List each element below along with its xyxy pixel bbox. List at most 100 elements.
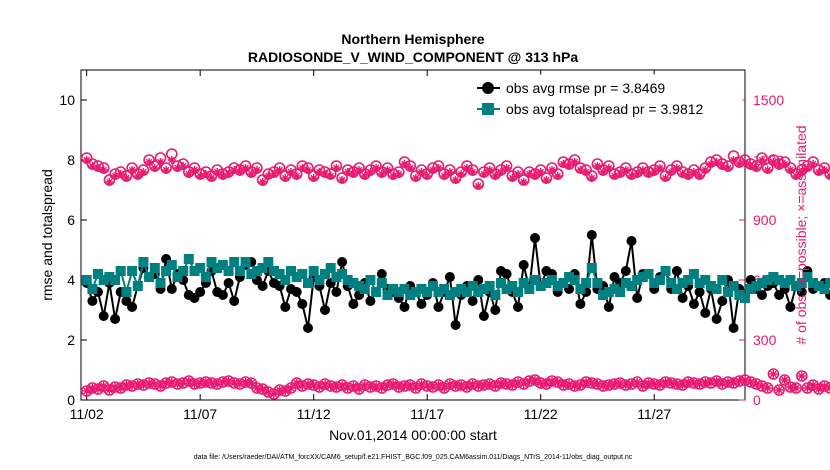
data-point (229, 257, 240, 267)
data-point (525, 377, 534, 385)
data-point (304, 380, 313, 388)
data-point (467, 281, 478, 291)
data-point (576, 166, 585, 174)
data-point (478, 311, 489, 321)
data-point (405, 290, 416, 300)
data-point (258, 385, 267, 393)
data-point (576, 381, 585, 389)
data-point (700, 275, 711, 285)
data-point (183, 254, 194, 264)
data-point (496, 278, 506, 288)
data-point (275, 166, 284, 174)
data-point (813, 281, 824, 291)
data-point (809, 160, 818, 168)
data-point (803, 164, 812, 172)
data-point (315, 383, 324, 391)
data-point (671, 266, 682, 276)
data-point (786, 383, 795, 391)
data-point (382, 290, 393, 300)
data-point (795, 370, 808, 382)
data-point (450, 320, 461, 330)
data-point (637, 272, 648, 282)
data-point (173, 380, 182, 388)
data-point (332, 164, 341, 172)
data-point (620, 278, 631, 288)
data-point (758, 382, 767, 390)
data-point (650, 168, 659, 176)
data-point (758, 156, 767, 164)
data-point (348, 278, 359, 288)
data-point (581, 278, 592, 288)
data-point (718, 380, 727, 388)
x-tick-label: 11/17 (410, 406, 444, 422)
data-point (671, 284, 682, 294)
data-point (593, 380, 602, 388)
data-point (166, 260, 177, 270)
data-point (201, 378, 210, 386)
data-point (575, 284, 586, 294)
data-point (179, 379, 188, 387)
data-point (400, 382, 409, 390)
data-point (337, 269, 348, 279)
data-point (519, 178, 528, 186)
data-point (94, 164, 103, 172)
data-point (128, 382, 137, 390)
series-totalspread (81, 254, 830, 303)
data-point (263, 257, 274, 267)
chart-title: Northern Hemisphere (341, 31, 484, 47)
data-point (111, 383, 120, 391)
data-point (762, 275, 773, 285)
data-point (767, 368, 780, 380)
data-point (757, 290, 767, 300)
data-point (264, 388, 273, 396)
data-point (372, 382, 381, 390)
data-point (524, 284, 535, 294)
data-point (638, 166, 647, 174)
data-point (536, 168, 545, 176)
data-point (531, 172, 540, 180)
data-point (485, 380, 494, 388)
data-point (82, 387, 91, 395)
data-point (433, 287, 444, 297)
data-point (683, 275, 694, 285)
data-point (423, 382, 432, 390)
data-point (349, 170, 358, 178)
data-point (127, 302, 138, 312)
plot-area (80, 69, 746, 401)
data-point (320, 269, 330, 279)
data-point (496, 168, 505, 176)
data-point (87, 296, 98, 306)
data-point (729, 156, 738, 164)
data-point (728, 281, 739, 291)
data-point (513, 287, 523, 297)
data-point (400, 160, 409, 168)
data-point (349, 382, 358, 390)
y-right-tick-label: 300 (753, 332, 777, 348)
data-point (372, 164, 381, 172)
data-point (217, 290, 228, 300)
data-point (457, 170, 466, 178)
data-point (712, 158, 721, 166)
data-point (115, 266, 126, 276)
data-point (417, 380, 426, 388)
data-point (775, 162, 784, 170)
data-point (303, 278, 313, 288)
data-point (321, 170, 330, 178)
data-point (252, 166, 261, 174)
data-point (240, 257, 251, 267)
data-point (308, 266, 319, 276)
data-point (422, 287, 433, 297)
data-point (701, 378, 710, 386)
data-point (343, 384, 352, 392)
data-point (701, 166, 710, 174)
data-point (717, 296, 728, 306)
data-point (376, 269, 387, 279)
data-point (444, 272, 455, 282)
data-point (331, 287, 342, 297)
data-point (666, 278, 677, 288)
data-point (603, 302, 614, 312)
data-point (718, 162, 727, 170)
y-right-tick-label: 900 (753, 212, 777, 228)
data-point (717, 275, 728, 285)
